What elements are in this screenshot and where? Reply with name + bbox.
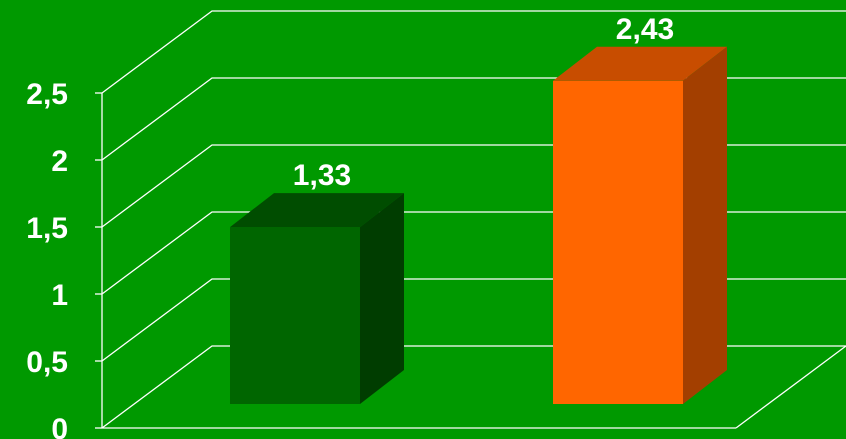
- y-tick-label: 1,5: [26, 212, 68, 245]
- gridline: [101, 211, 846, 295]
- y-tick-label: 2,5: [26, 78, 68, 111]
- gridline: [101, 345, 846, 429]
- gridlines: [101, 10, 846, 429]
- bar-front: [230, 227, 360, 404]
- y-axis-ticks: 0 0,5 1 1,5 2 2,5: [26, 78, 102, 439]
- gridline: [101, 77, 846, 161]
- y-tick-label: 0,5: [26, 346, 68, 379]
- gridline: [101, 10, 846, 94]
- bar-top: [230, 193, 404, 228]
- y-tick-label: 0: [51, 413, 68, 439]
- y-tick-label: 1: [51, 279, 68, 312]
- floor-right-edge: [735, 345, 846, 429]
- bar-side: [360, 193, 404, 404]
- bar-2: [553, 46, 727, 405]
- bars: [230, 46, 727, 405]
- gridline: [101, 278, 846, 362]
- bar-front: [553, 80, 683, 404]
- y-tick-label: 2: [51, 145, 68, 178]
- gridline: [101, 144, 846, 228]
- data-labels: 1,33 2,43: [293, 13, 674, 192]
- data-label: 1,33: [293, 159, 351, 192]
- bar-1: [230, 193, 404, 404]
- bar-side: [683, 46, 727, 405]
- bar-top: [553, 46, 727, 81]
- data-label: 2,43: [616, 13, 674, 46]
